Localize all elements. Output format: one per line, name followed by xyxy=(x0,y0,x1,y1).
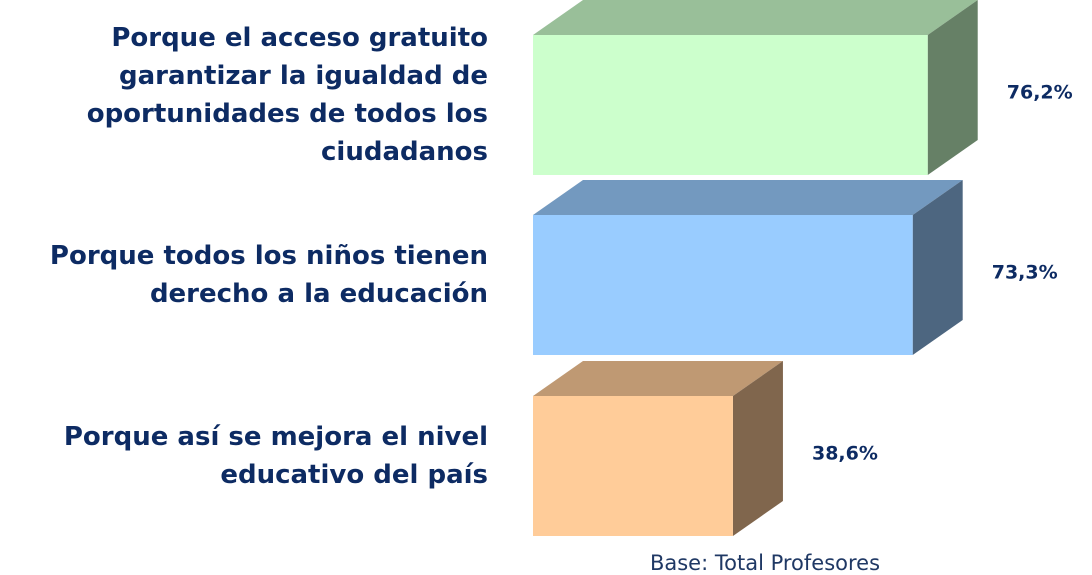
bar-side xyxy=(732,361,783,536)
bar-side xyxy=(927,0,978,175)
value-label: 73,3% xyxy=(992,262,1058,284)
bar xyxy=(533,396,733,536)
bar-top xyxy=(533,0,978,35)
bar xyxy=(533,215,913,355)
value-label: 38,6% xyxy=(812,443,878,465)
category-label: Porque el acceso gratuito garantizar la … xyxy=(86,23,488,167)
bar-top xyxy=(533,361,783,396)
bar xyxy=(533,35,928,175)
bar-top xyxy=(533,180,963,215)
value-label: 76,2% xyxy=(1007,82,1073,104)
category-label: Porque todos los niños tienen derecho a … xyxy=(49,241,488,309)
bar-side xyxy=(912,180,963,355)
base-note: Base: Total Profesores xyxy=(650,551,880,575)
category-label: Porque así se mejora el nivel educativo … xyxy=(63,422,488,490)
